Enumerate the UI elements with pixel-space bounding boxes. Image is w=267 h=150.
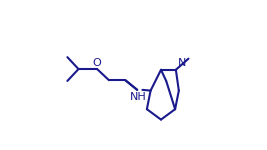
Text: NH: NH <box>130 92 147 102</box>
Text: O: O <box>93 58 101 68</box>
Text: N: N <box>178 58 186 68</box>
